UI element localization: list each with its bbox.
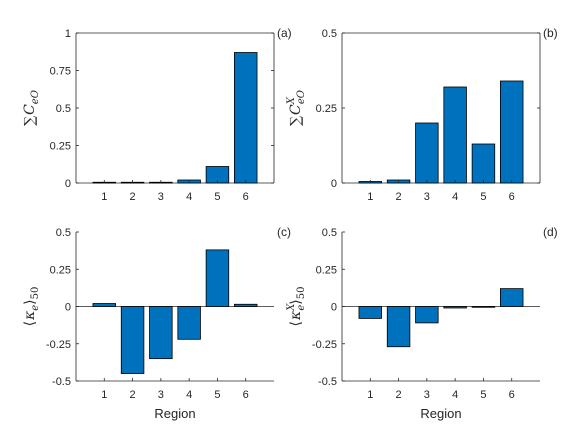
y-tick-label: 0.25 xyxy=(316,103,337,115)
bar xyxy=(499,288,524,307)
bar xyxy=(358,306,383,319)
y-tick-label: 0 xyxy=(331,178,337,190)
y-tick-label: -0.25 xyxy=(46,339,71,351)
x-tick-label: 4 xyxy=(452,191,458,203)
bar xyxy=(92,303,116,307)
bar xyxy=(443,86,467,184)
bar xyxy=(415,122,439,184)
bar xyxy=(499,80,524,184)
panel-4: -0.5 -0.25 0 0.25 0.5 1 2 3 4 5 6 (d) Region ⟨κXe⟩50 xyxy=(286,225,558,421)
bar xyxy=(120,306,145,374)
y-axis-label: ∑CXeO xyxy=(286,90,307,126)
x-tick-label: 2 xyxy=(130,389,136,401)
panel-label: (d) xyxy=(543,225,558,239)
x-tick-label: 4 xyxy=(186,191,192,203)
bar xyxy=(177,306,201,340)
bar xyxy=(415,306,439,324)
panel-label: (a) xyxy=(277,26,292,40)
y-tick-label: -0.5 xyxy=(52,376,71,388)
x-tick-label: 5 xyxy=(480,389,486,401)
panel-1: 0 0.25 0.5 0.75 1 1 2 3 4 5 6 (a) ∑CeO xyxy=(22,26,292,203)
y-tick-label: 0.5 xyxy=(322,28,337,40)
x-tick-label: 5 xyxy=(214,191,220,203)
bar xyxy=(205,249,230,307)
x-tick-label: 6 xyxy=(509,389,515,401)
x-tick-label: 1 xyxy=(101,191,107,203)
x-tick-label: 5 xyxy=(480,191,486,203)
bar xyxy=(233,52,258,184)
bar xyxy=(386,306,411,348)
panel-2: 0 0.25 0.5 1 2 3 4 5 6 (b) ∑CXeO xyxy=(286,26,558,203)
y-tick-label: 0.5 xyxy=(56,227,71,239)
x-tick-label: 2 xyxy=(396,389,402,401)
x-tick-label: 5 xyxy=(214,389,220,401)
x-tick-label: 3 xyxy=(158,191,164,203)
x-tick-label: 4 xyxy=(186,389,192,401)
x-tick-label: 3 xyxy=(424,389,430,401)
y-tick-label: 0.25 xyxy=(316,264,337,276)
x-tick-label: 6 xyxy=(509,191,515,203)
x-tick-label: 1 xyxy=(101,389,107,401)
y-tick-label: 0.75 xyxy=(50,66,71,78)
y-axis-label: ⟨κXe⟩50 xyxy=(286,287,307,327)
y-tick-label: 0.5 xyxy=(56,103,71,115)
y-axis-label: ⟨κe⟩50 xyxy=(22,287,41,327)
bar xyxy=(443,306,467,309)
y-tick-label: -0.25 xyxy=(312,339,337,351)
x-tick-label: 6 xyxy=(243,389,249,401)
x-tick-label: 2 xyxy=(396,191,402,203)
y-tick-label: -0.5 xyxy=(318,376,337,388)
y-tick-label: 0.5 xyxy=(322,227,337,239)
y-tick-label: 0 xyxy=(65,302,71,314)
y-tick-label: 0 xyxy=(331,302,337,314)
bar xyxy=(149,306,173,360)
x-axis-label: Region xyxy=(420,406,461,421)
bar xyxy=(233,303,258,307)
x-tick-label: 3 xyxy=(158,389,164,401)
bar xyxy=(471,306,496,308)
x-tick-label: 2 xyxy=(130,191,136,203)
x-tick-label: 1 xyxy=(367,191,373,203)
x-tick-label: 6 xyxy=(243,191,249,203)
bar xyxy=(471,143,496,184)
x-axis-label: Region xyxy=(154,406,195,421)
y-axis-label: ∑CeO xyxy=(22,90,41,126)
y-tick-label: 0.25 xyxy=(50,264,71,276)
x-tick-label: 1 xyxy=(367,389,373,401)
x-tick-label: 4 xyxy=(452,389,458,401)
y-tick-label: 0 xyxy=(65,178,71,190)
y-tick-label: 1 xyxy=(65,28,71,40)
x-tick-label: 3 xyxy=(424,191,430,203)
y-tick-label: 0.25 xyxy=(50,141,71,153)
panel-label: (c) xyxy=(277,225,291,239)
panel-3: -0.5 -0.25 0 0.25 0.5 1 2 3 4 5 6 (c) Region ⟨κe⟩50 xyxy=(22,225,291,421)
panel-label: (b) xyxy=(543,26,558,40)
